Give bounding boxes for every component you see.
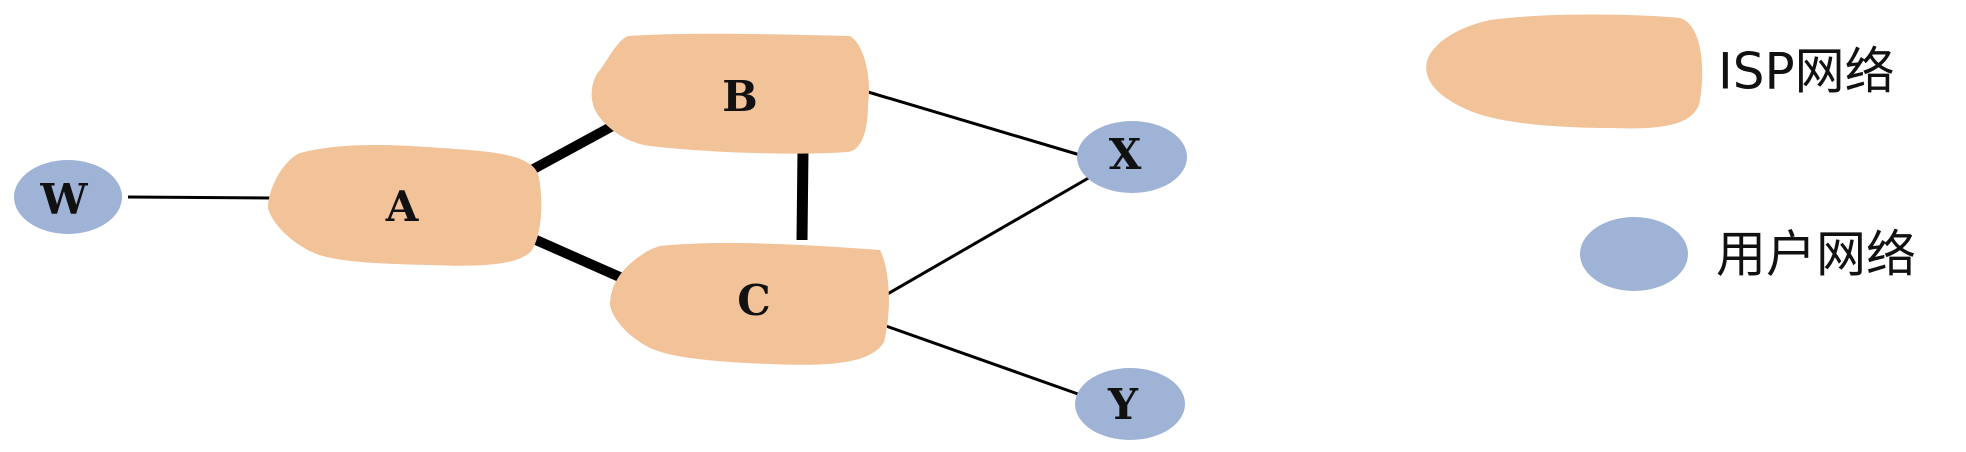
isp-network-shape bbox=[591, 33, 870, 154]
legend-item-isp: ISP网络 bbox=[1426, 14, 1895, 129]
legend-label-isp: ISP网络 bbox=[1718, 43, 1895, 101]
node-label-b: B bbox=[722, 72, 758, 121]
legend-user-swatch bbox=[1580, 217, 1688, 291]
link-c-y bbox=[885, 324, 1079, 396]
link-c-x bbox=[883, 174, 1093, 298]
user-network-shape bbox=[14, 160, 122, 234]
isp-network-shape bbox=[610, 243, 889, 365]
link-b-c bbox=[796, 149, 809, 241]
node-w: W bbox=[14, 160, 122, 234]
node-x: X bbox=[1077, 121, 1187, 193]
user-network-shape bbox=[1077, 121, 1187, 193]
node-c: C bbox=[610, 243, 889, 365]
legend-isp-swatch bbox=[1426, 14, 1703, 129]
link-w-a bbox=[127, 195, 271, 200]
node-b: B bbox=[591, 33, 870, 154]
node-a: A bbox=[268, 145, 542, 266]
node-label-a: A bbox=[385, 182, 420, 231]
links bbox=[127, 90, 1093, 396]
node-y: Y bbox=[1075, 368, 1185, 440]
node-label-w: W bbox=[39, 175, 88, 224]
legend-label-user: 用户网络 bbox=[1716, 226, 1916, 284]
legend: ISP网络 用户网络 bbox=[1426, 14, 1916, 291]
legend-item-user: 用户网络 bbox=[1580, 217, 1916, 291]
link-a-c bbox=[533, 235, 625, 283]
link-a-b bbox=[525, 117, 623, 177]
link-b-x bbox=[867, 90, 1081, 157]
user-network-shape bbox=[1075, 368, 1185, 440]
isp-network-shape bbox=[268, 145, 542, 266]
node-label-c: C bbox=[737, 276, 770, 325]
node-label-x: X bbox=[1109, 130, 1142, 179]
node-label-y: Y bbox=[1107, 380, 1139, 429]
